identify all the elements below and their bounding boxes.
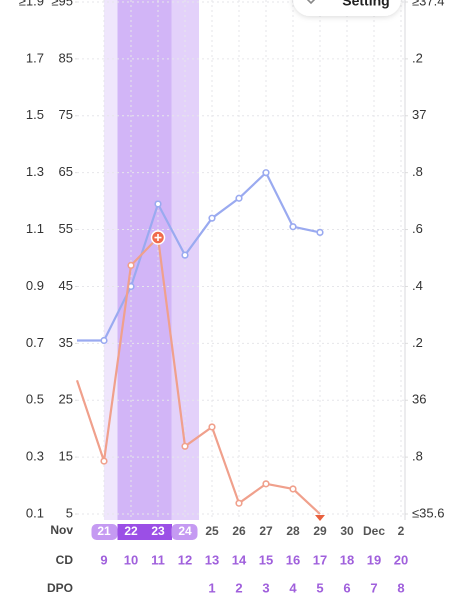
tick-label: 1.1 [26, 221, 44, 236]
setting-button[interactable]: Setting [293, 0, 401, 16]
dpo-day: 8 [397, 580, 404, 595]
tick-label: 0.7 [26, 335, 44, 350]
button-label[interactable]: Setting [342, 0, 389, 9]
peak-plus [154, 234, 162, 242]
dpo-day: 1 [208, 580, 215, 595]
data-point [154, 200, 162, 208]
tick-label: .2 [412, 50, 423, 65]
cycle-day: 12 [178, 552, 192, 567]
cycle-day: 13 [205, 552, 219, 567]
day-pill [144, 524, 172, 540]
series-line [77, 171, 321, 342]
dpo-day: 6 [343, 580, 350, 595]
tick-label: 75 [59, 107, 73, 122]
row-label: DPO [47, 581, 73, 595]
tick-label: 35 [59, 335, 73, 350]
day-label: Dec [363, 524, 385, 538]
data-point [262, 480, 270, 488]
data-point [235, 194, 243, 202]
day-label: 27 [259, 524, 273, 538]
cycle-day: 18 [340, 552, 354, 567]
data-point [208, 423, 216, 431]
tick-label: .8 [412, 449, 423, 464]
tick-label: 65 [59, 164, 73, 179]
tick-label: 5 [66, 505, 73, 520]
tick-label: 36 [412, 392, 426, 407]
tick-label: 45 [59, 278, 73, 293]
data-point [262, 169, 270, 177]
tick-label: 15 [59, 449, 73, 464]
day-pill [91, 524, 118, 540]
tick-label: .6 [412, 221, 423, 236]
data-point [127, 261, 135, 269]
tick-label: 0.1 [26, 505, 44, 520]
data-point [316, 228, 324, 236]
tick-label: ≥95 [51, 0, 73, 8]
tick-label: .2 [412, 335, 423, 350]
tick-label: 25 [59, 392, 73, 407]
dpo-day: 3 [262, 580, 269, 595]
day-label: 2 [398, 524, 405, 538]
dpo-day: 7 [370, 580, 377, 595]
dpo-day: 4 [289, 580, 297, 595]
cycle-day: 9 [100, 552, 107, 567]
day-label: 30 [340, 524, 354, 538]
tick-label: .4 [412, 278, 423, 293]
tick-label: ≤35.6 [412, 505, 444, 520]
dpo-day: 2 [235, 580, 242, 595]
cycle-day: 17 [313, 552, 327, 567]
tick-label: 1.7 [26, 50, 44, 65]
day-label: 28 [286, 524, 300, 538]
day-label: 26 [232, 524, 246, 538]
tick-label: 1.5 [26, 107, 44, 122]
tick-label: 1.3 [26, 164, 44, 179]
data-point [100, 336, 108, 345]
chevron [306, 0, 316, 5]
data-point [289, 485, 297, 493]
row-label: CD [56, 553, 74, 567]
data-point [181, 251, 189, 259]
day-pill [171, 524, 198, 540]
tick-label: 0.5 [26, 392, 44, 407]
tick-label: 55 [59, 221, 73, 236]
cycle-day: 16 [286, 552, 300, 567]
day-pill [117, 524, 145, 540]
series-line [75, 236, 321, 515]
data-point [181, 442, 189, 450]
cycle-day: 14 [232, 552, 247, 567]
day-label: 23 [151, 524, 165, 538]
day-label: 25 [205, 524, 219, 538]
tick-label: .8 [412, 164, 423, 179]
low-point [315, 515, 325, 521]
day-label: 24 [178, 524, 192, 538]
cycle-day: 15 [259, 552, 273, 567]
tick-label: ≥1.9 [19, 0, 44, 8]
cycle-day: 20 [394, 552, 408, 567]
data-point [289, 223, 297, 231]
cycle-day: 10 [124, 552, 138, 567]
month-label: Nov [50, 523, 73, 537]
data-point [208, 214, 216, 222]
tick-label: 0.9 [26, 278, 44, 293]
tick-label: 37 [412, 107, 426, 122]
data-point [100, 457, 108, 465]
tick-label: 85 [59, 50, 73, 65]
tick-label: 0.3 [26, 449, 44, 464]
day-label: 21 [97, 524, 111, 538]
cycle-day: 11 [151, 552, 165, 567]
dpo-day: 5 [316, 580, 323, 595]
data-point [235, 499, 243, 507]
tick-label: ≥37.4 [412, 0, 444, 8]
cycle-day: 19 [367, 552, 381, 567]
day-label: 22 [124, 524, 138, 538]
day-label: 29 [313, 524, 327, 538]
button-bg[interactable] [293, 0, 401, 16]
